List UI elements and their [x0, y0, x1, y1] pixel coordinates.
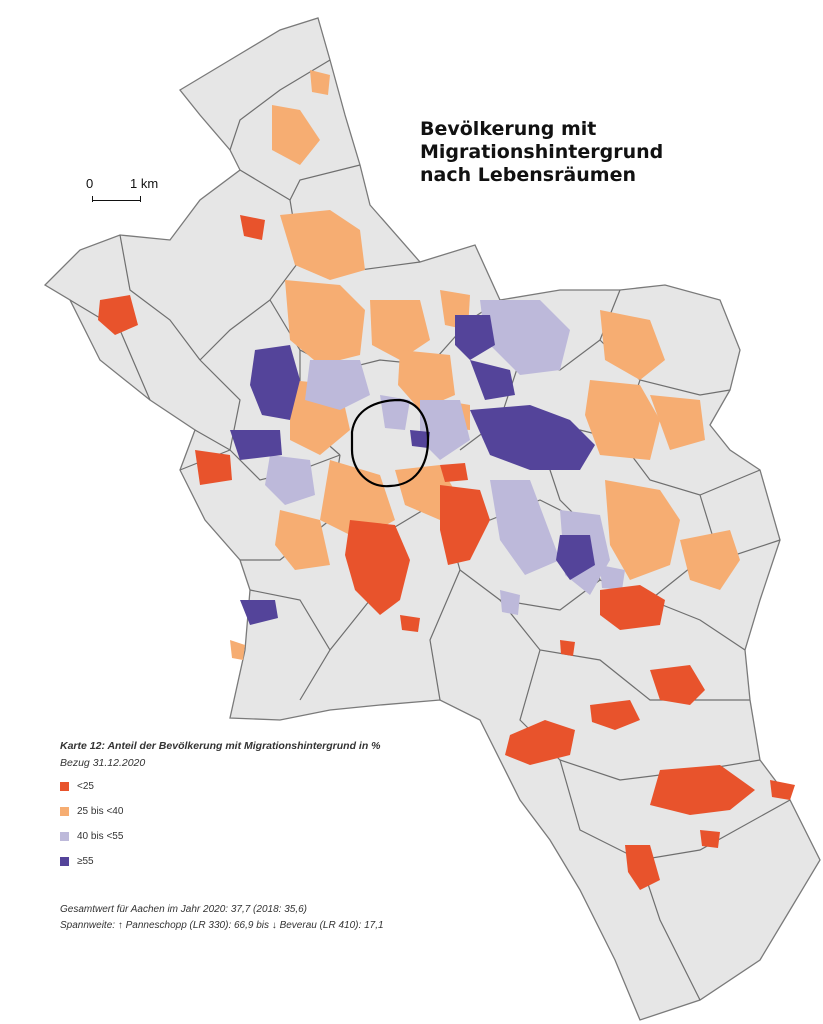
legend-label: 25 bis <40: [77, 806, 124, 817]
city-area: [43, 17, 821, 1021]
scale-bar: 0 1 km: [86, 176, 196, 216]
scale-tick-end: [140, 196, 141, 202]
areas-under-25: [98, 215, 795, 890]
scale-start-label: 0: [86, 176, 94, 191]
legend-item-40-55: 40 bis <55: [60, 830, 480, 843]
map-title: Bevölkerung mit Migrationshintergrund na…: [420, 118, 663, 187]
scale-end-label: 1 km: [130, 176, 159, 191]
scale-tick-start: [92, 196, 93, 202]
city-center-ring: [350, 398, 430, 488]
legend-title: Karte 12: Anteil der Bevölkerung mit Mig…: [60, 740, 381, 752]
map-title-line-1: Bevölkerung mit: [420, 118, 597, 140]
areas-55-plus: [230, 315, 595, 625]
legend: Karte 12: Anteil der Bevölkerung mit Mig…: [60, 740, 480, 880]
footer-range: Spannweite: ↑ Panneschopp (LR 330): 66,9…: [60, 920, 384, 931]
legend-label: 40 bis <55: [77, 831, 124, 842]
legend-swatch: [60, 782, 69, 791]
scale-line: [92, 200, 140, 201]
legend-swatch: [60, 857, 69, 866]
map-title-line-2: Migrationshintergrund: [420, 141, 664, 163]
footer-notes: Gesamtwert für Aachen im Jahr 2020: 37,7…: [60, 902, 384, 934]
legend-label: <25: [77, 781, 94, 792]
legend-swatch: [60, 807, 69, 816]
legend-items: <25 25 bis <40 40 bis <55 ≥55: [60, 780, 480, 868]
map-title-line-3: nach Lebensräumen: [420, 164, 636, 186]
legend-swatch: [60, 832, 69, 841]
legend-item-25-40: 25 bis <40: [60, 805, 480, 818]
legend-item-under-25: <25: [60, 780, 480, 793]
legend-label: ≥55: [77, 856, 94, 867]
legend-subtitle: Bezug 31.12.2020: [60, 757, 146, 769]
legend-item-55-plus: ≥55: [60, 855, 480, 868]
footer-total: Gesamtwert für Aachen im Jahr 2020: 37,7…: [60, 904, 307, 915]
